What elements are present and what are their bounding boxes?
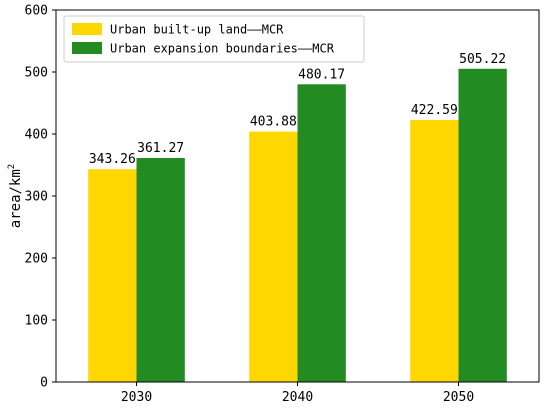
bar-urban-expansion-boundaries-mcr-2030 xyxy=(136,158,185,382)
x-tick-label-2030: 2030 xyxy=(121,390,152,405)
legend: Urban built-up land——MCR Urban expansion… xyxy=(63,15,365,63)
bars-layer xyxy=(88,68,507,382)
x-tick-label-2040: 2040 xyxy=(282,390,313,405)
y-tick-label-500: 500 xyxy=(25,66,48,81)
x-axis-ticks: 2030 2040 2050 xyxy=(121,382,474,405)
legend-swatch-urban-built-up-land xyxy=(72,23,102,35)
legend-label-urban-built-up-land: Urban built-up land——MCR xyxy=(110,23,284,37)
legend-swatch-urban-expansion-boundaries xyxy=(72,42,102,54)
legend-label-urban-expansion-boundaries: Urban expansion boundaries——MCR xyxy=(110,42,335,56)
legend-frame xyxy=(63,15,365,63)
y-tick-label-600: 600 xyxy=(25,4,48,19)
y-tick-label-0: 0 xyxy=(40,376,48,391)
y-axis-ticks: 0 100 200 300 400 500 600 xyxy=(25,4,56,391)
y-tick-label-100: 100 xyxy=(25,314,48,329)
data-label-urban-expansion-boundaries-mcr-2030: 361.27 xyxy=(137,141,184,156)
y-axis-title-text: area/km xyxy=(8,169,24,228)
x-tick-label-2050: 2050 xyxy=(443,390,474,405)
data-label-urban-expansion-boundaries-mcr-2050: 505.22 xyxy=(459,52,506,67)
bar-urban-built-up-land-mcr-2040 xyxy=(249,131,298,382)
y-axis-title-superscript: 2 xyxy=(7,164,17,169)
y-tick-label-200: 200 xyxy=(25,252,48,267)
data-label-urban-built-up-land-mcr-2040: 403.88 xyxy=(250,115,297,130)
data-label-urban-built-up-land-mcr-2030: 343.26 xyxy=(89,152,136,167)
bar-urban-expansion-boundaries-mcr-2050 xyxy=(458,68,507,382)
y-tick-label-300: 300 xyxy=(25,190,48,205)
y-tick-label-400: 400 xyxy=(25,128,48,143)
y-axis-title: area/km2 xyxy=(7,164,24,228)
bar-urban-built-up-land-mcr-2050 xyxy=(410,119,459,382)
bar-urban-expansion-boundaries-mcr-2040 xyxy=(297,84,346,382)
bar-urban-built-up-land-mcr-2030 xyxy=(88,169,137,382)
data-label-urban-built-up-land-mcr-2050: 422.59 xyxy=(411,103,458,118)
data-label-urban-expansion-boundaries-mcr-2040: 480.17 xyxy=(298,67,345,82)
